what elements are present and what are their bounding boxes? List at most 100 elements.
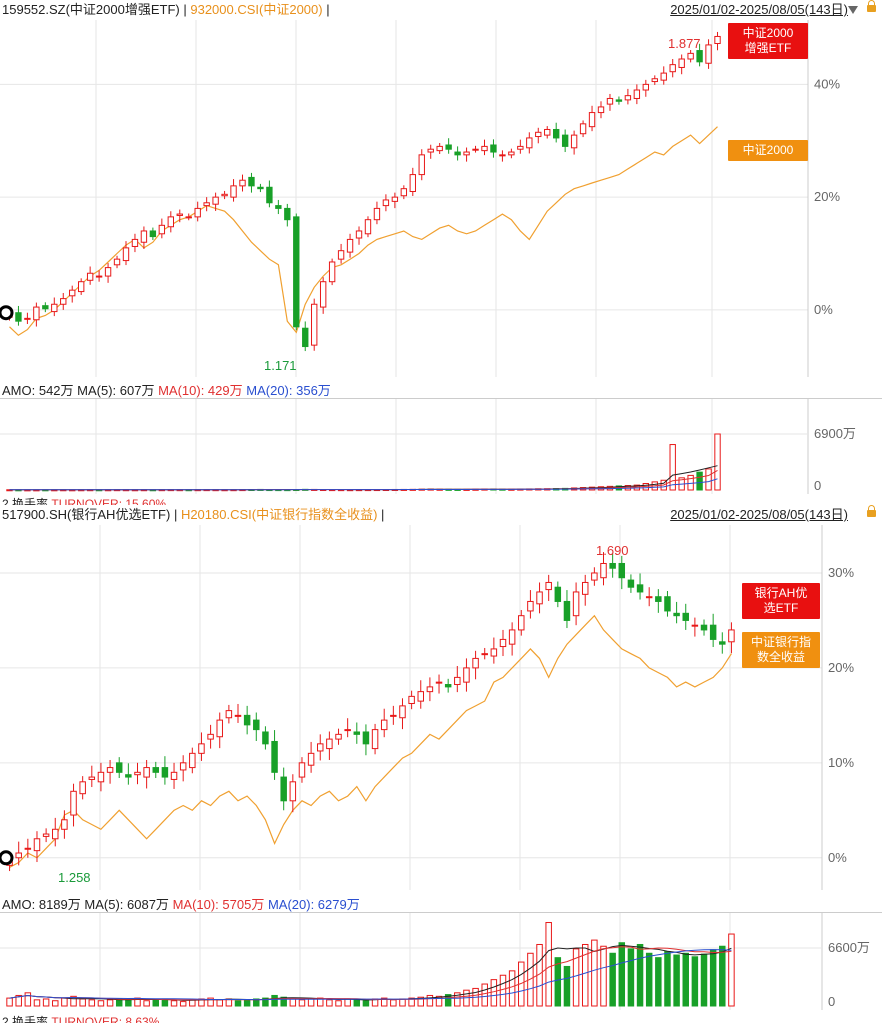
candle-body bbox=[400, 188, 408, 197]
high-label: 1.690 bbox=[596, 543, 629, 558]
price-chart[interactable]: 40% 20% 0% bbox=[0, 20, 882, 377]
volume-chart[interactable]: 6600万 0 bbox=[0, 912, 882, 1010]
volume-bar bbox=[454, 992, 461, 1007]
volume-bar bbox=[435, 995, 443, 1007]
candle-body bbox=[472, 657, 479, 669]
turnover-label: 2 换手率 bbox=[2, 497, 49, 505]
candle-body bbox=[24, 317, 31, 320]
candle-body bbox=[508, 629, 516, 645]
date-range[interactable]: 2025/01/02-2025/08/05(143日) bbox=[670, 2, 848, 17]
volume-bar bbox=[152, 999, 160, 1007]
candle-body bbox=[373, 207, 381, 221]
candle-body bbox=[399, 705, 406, 719]
volume-bar bbox=[216, 999, 223, 1007]
candle-body bbox=[106, 767, 114, 773]
y-tick-label: 0% bbox=[814, 302, 833, 317]
candle-body bbox=[353, 731, 361, 735]
volume-bar bbox=[591, 939, 598, 1007]
etf-tag: 中证2000 增强ETF bbox=[728, 23, 808, 59]
candle-body bbox=[257, 186, 264, 190]
volume-bar bbox=[380, 997, 388, 1007]
candle-body bbox=[293, 216, 300, 328]
index-symbol[interactable]: H20180.CSI(中证银行指数全收益) bbox=[180, 507, 378, 522]
candle-body bbox=[302, 327, 309, 348]
symbol-title[interactable]: 159552.SZ(中证2000增强ETF) | 932000.CSI(中证20… bbox=[2, 2, 330, 17]
candle-body bbox=[408, 695, 415, 704]
candle-body bbox=[624, 95, 632, 101]
volume-bar bbox=[88, 999, 96, 1007]
candle-body bbox=[691, 624, 699, 627]
index-tag-text: 中证银行指 数全收益 bbox=[750, 635, 811, 664]
volume-bar bbox=[408, 997, 415, 1007]
y-tick-label: 30% bbox=[828, 565, 854, 580]
candle-body bbox=[51, 303, 58, 313]
lock-icon[interactable] bbox=[867, 505, 876, 517]
candle-body bbox=[307, 752, 315, 766]
candle-body bbox=[69, 289, 76, 297]
candle-body bbox=[728, 629, 735, 643]
chart-header: 159552.SZ(中证2000增强ETF) | 932000.CSI(中证20… bbox=[0, 0, 882, 20]
candle-body bbox=[266, 186, 273, 204]
candle-body bbox=[275, 205, 282, 209]
volume-chart[interactable]: 6900万 0 bbox=[0, 398, 882, 494]
candle-body bbox=[554, 586, 562, 602]
candle-body bbox=[364, 219, 372, 235]
candle-body bbox=[426, 686, 434, 693]
candle-body bbox=[253, 719, 260, 731]
date-range[interactable]: 2025/01/02-2025/08/05(143日) bbox=[670, 507, 848, 522]
candle-body bbox=[337, 250, 345, 260]
volume-bar bbox=[572, 948, 580, 1007]
volume-bar bbox=[362, 1000, 370, 1007]
candle-body bbox=[581, 581, 589, 595]
candle-body bbox=[380, 719, 388, 731]
symbol-title[interactable]: 517900.SH(银行AH优选ETF) | H20180.CSI(中证银行指数… bbox=[2, 507, 385, 522]
candle-body bbox=[518, 615, 525, 631]
volume-bar bbox=[390, 999, 397, 1007]
candle-body bbox=[346, 238, 354, 253]
price-chart[interactable]: 30% 20% 10% 0% bbox=[0, 525, 882, 890]
ma20-line bbox=[9, 949, 732, 1001]
volume-bar bbox=[335, 1000, 342, 1007]
candle-body bbox=[527, 600, 534, 612]
candle-body bbox=[134, 771, 141, 776]
ma5-value: MA(5): 607万 bbox=[77, 383, 155, 398]
y-tick-label: 10% bbox=[828, 755, 854, 770]
amo-value: AMO: 542万 bbox=[2, 383, 74, 398]
volume-bar bbox=[554, 957, 562, 1007]
candle-body bbox=[234, 714, 242, 717]
candle-body bbox=[289, 781, 297, 802]
low-label: 1.171 bbox=[264, 358, 297, 373]
volume-bar bbox=[696, 471, 703, 491]
candle-body bbox=[645, 596, 653, 599]
etf-symbol[interactable]: 159552.SZ(中证2000增强ETF) bbox=[2, 2, 180, 17]
volume-bar bbox=[143, 1000, 150, 1007]
volume-bar bbox=[125, 999, 132, 1007]
volume-bar bbox=[289, 998, 297, 1007]
index-symbol[interactable]: 932000.CSI(中证2000) bbox=[190, 2, 323, 17]
ma10-value: MA(10): 429万 bbox=[158, 383, 243, 398]
volume-bar bbox=[207, 997, 214, 1007]
volume-bar bbox=[728, 933, 735, 1007]
candle-body bbox=[588, 112, 596, 128]
candle-body bbox=[526, 137, 533, 149]
etf-symbol[interactable]: 517900.SH(银行AH优选ETF) bbox=[2, 507, 171, 522]
candle-body bbox=[409, 174, 416, 193]
chart-panel-top: 159552.SZ(中证2000增强ETF) | 932000.CSI(中证20… bbox=[0, 0, 882, 505]
volume-bar bbox=[417, 996, 424, 1007]
volume-bar bbox=[79, 998, 86, 1007]
candle-body bbox=[463, 151, 470, 156]
lock-icon[interactable] bbox=[867, 0, 876, 12]
candle-body bbox=[15, 312, 22, 322]
dropdown-arrow-icon[interactable] bbox=[848, 6, 858, 14]
candle-body bbox=[33, 838, 41, 852]
volume-bar bbox=[645, 952, 653, 1007]
candle-body bbox=[642, 83, 650, 91]
candle-body bbox=[427, 148, 434, 153]
turnover-label: 2 换手率 bbox=[2, 1015, 49, 1023]
candle-body bbox=[391, 196, 399, 202]
y-tick-label: 20% bbox=[814, 189, 840, 204]
candle-body bbox=[499, 154, 506, 157]
candle-body bbox=[687, 52, 694, 60]
volume-bar bbox=[61, 997, 68, 1007]
candle-body bbox=[328, 261, 336, 283]
